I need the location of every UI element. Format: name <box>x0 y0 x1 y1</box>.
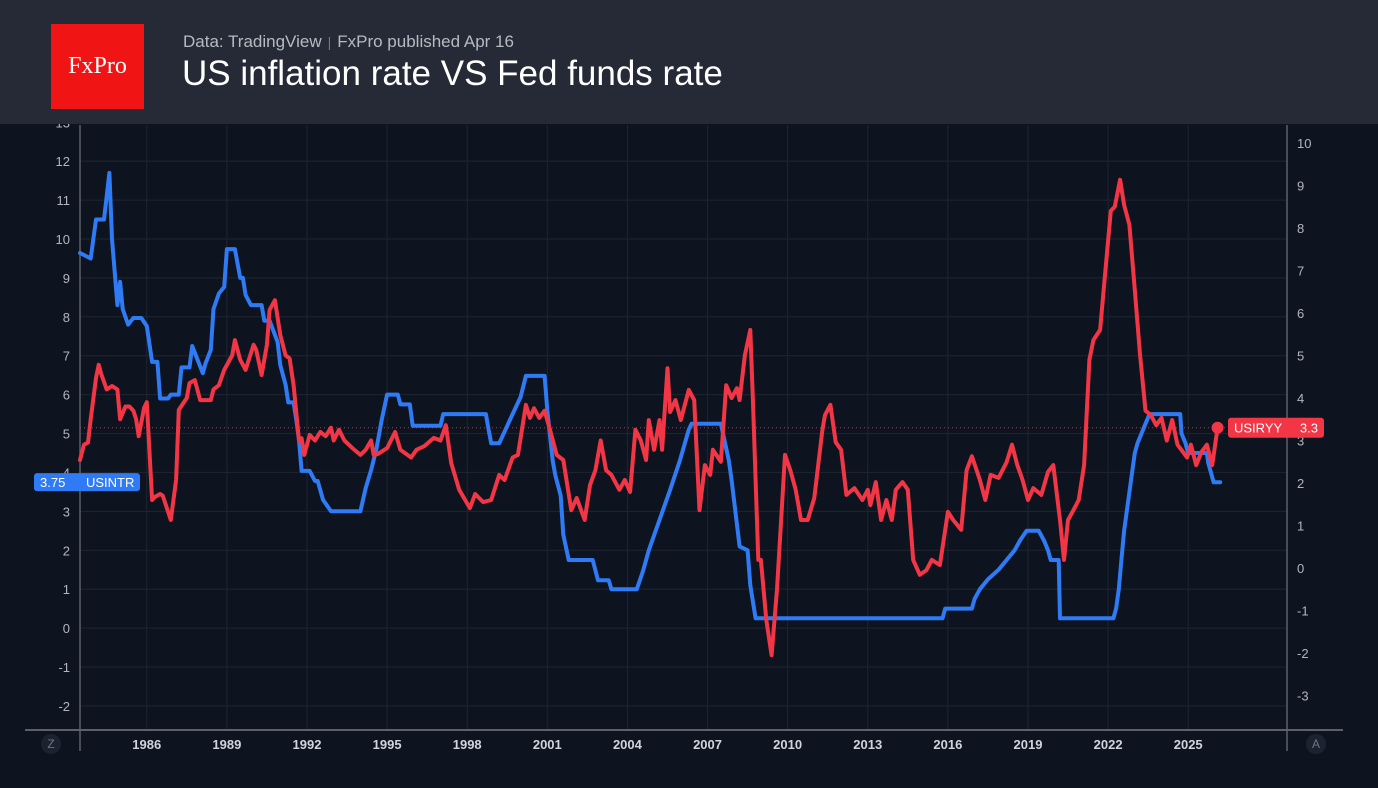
publisher: FxPro published Apr 16 <box>337 32 514 51</box>
right-tick-label: 9 <box>1297 178 1304 193</box>
left-tick-label: 10 <box>56 232 70 247</box>
x-tick-label: 2022 <box>1094 737 1123 752</box>
x-tick-label: 2007 <box>693 737 722 752</box>
auto-scale-z-button[interactable]: Z <box>41 734 61 754</box>
tick-labels: 131211109876543210-1-2109876543210-1-2-3… <box>34 115 1324 752</box>
last-point-marker <box>1211 421 1224 434</box>
right-tick-label: 0 <box>1297 561 1304 576</box>
x-tick-label: 2001 <box>533 737 562 752</box>
x-tick-label: 1992 <box>293 737 322 752</box>
series-label-badge <box>34 473 140 492</box>
right-tick-label: 3 <box>1297 433 1304 448</box>
x-tick-label: 2025 <box>1174 737 1203 752</box>
right-tick-label: 10 <box>1297 136 1311 151</box>
x-tick-label: 1995 <box>373 737 402 752</box>
series-lines <box>78 170 1287 658</box>
left-tick-label: 9 <box>63 271 70 286</box>
left-tick-label: 8 <box>63 310 70 325</box>
left-tick-label: 2 <box>63 543 70 558</box>
left-tick-label: 12 <box>56 154 70 169</box>
right-tick-label: 4 <box>1297 391 1304 406</box>
left-tick-label: 1 <box>63 582 70 597</box>
right-tick-label: 8 <box>1297 221 1304 236</box>
right-tick-label: -3 <box>1297 689 1309 704</box>
left-tick-label: 5 <box>63 427 70 442</box>
x-tick-label: 1998 <box>453 737 482 752</box>
axes <box>25 125 1343 751</box>
left-tick-label: 6 <box>63 388 70 403</box>
left-tick-label: 4 <box>63 465 70 480</box>
x-tick-label: 1989 <box>212 737 241 752</box>
series-name-label: USIRYY <box>1234 421 1282 436</box>
left-tick-label: 7 <box>63 349 70 364</box>
left-tick-label: -2 <box>58 699 70 714</box>
header: FxPro Data: TradingView | FxPro published … <box>0 0 1378 124</box>
right-tick-label: 5 <box>1297 348 1304 363</box>
series-value-label: 3.75 <box>40 475 65 490</box>
left-tick-label: -1 <box>58 660 70 675</box>
x-tick-label: 2004 <box>613 737 643 752</box>
left-tick-label: 11 <box>57 193 71 208</box>
x-tick-label: 2016 <box>933 737 962 752</box>
x-tick-label: 1986 <box>132 737 161 752</box>
fxpro-logo: FxPro <box>51 24 144 109</box>
separator: | <box>327 34 332 50</box>
right-tick-label: 7 <box>1297 263 1304 278</box>
left-tick-label: 3 <box>63 504 70 519</box>
x-tick-label: 2010 <box>773 737 802 752</box>
grid <box>80 121 1287 730</box>
data-source: Data: TradingView <box>183 32 322 51</box>
right-tick-label: 2 <box>1297 476 1304 491</box>
auto-scale-a-button[interactable]: A <box>1306 734 1326 754</box>
x-tick-label: 2019 <box>1014 737 1043 752</box>
left-tick-label: 0 <box>63 621 70 636</box>
page-title: US inflation rate VS Fed funds rate <box>182 54 723 93</box>
right-tick-label: -2 <box>1297 646 1309 661</box>
subtitle: Data: TradingView | FxPro published Apr 16 <box>183 32 514 52</box>
x-tick-label: 2013 <box>853 737 882 752</box>
logo-text: FxPro <box>68 53 127 79</box>
series-line-usiryy <box>78 177 1220 658</box>
right-tick-label: 1 <box>1297 518 1304 533</box>
right-tick-label: 6 <box>1297 306 1304 321</box>
series-name-label: USINTR <box>86 475 134 490</box>
series-label-badge <box>1228 417 1324 438</box>
right-tick-label: -1 <box>1297 604 1309 619</box>
series-value-label: 3.3 <box>1300 421 1318 436</box>
series-line-usintr <box>78 170 1223 621</box>
